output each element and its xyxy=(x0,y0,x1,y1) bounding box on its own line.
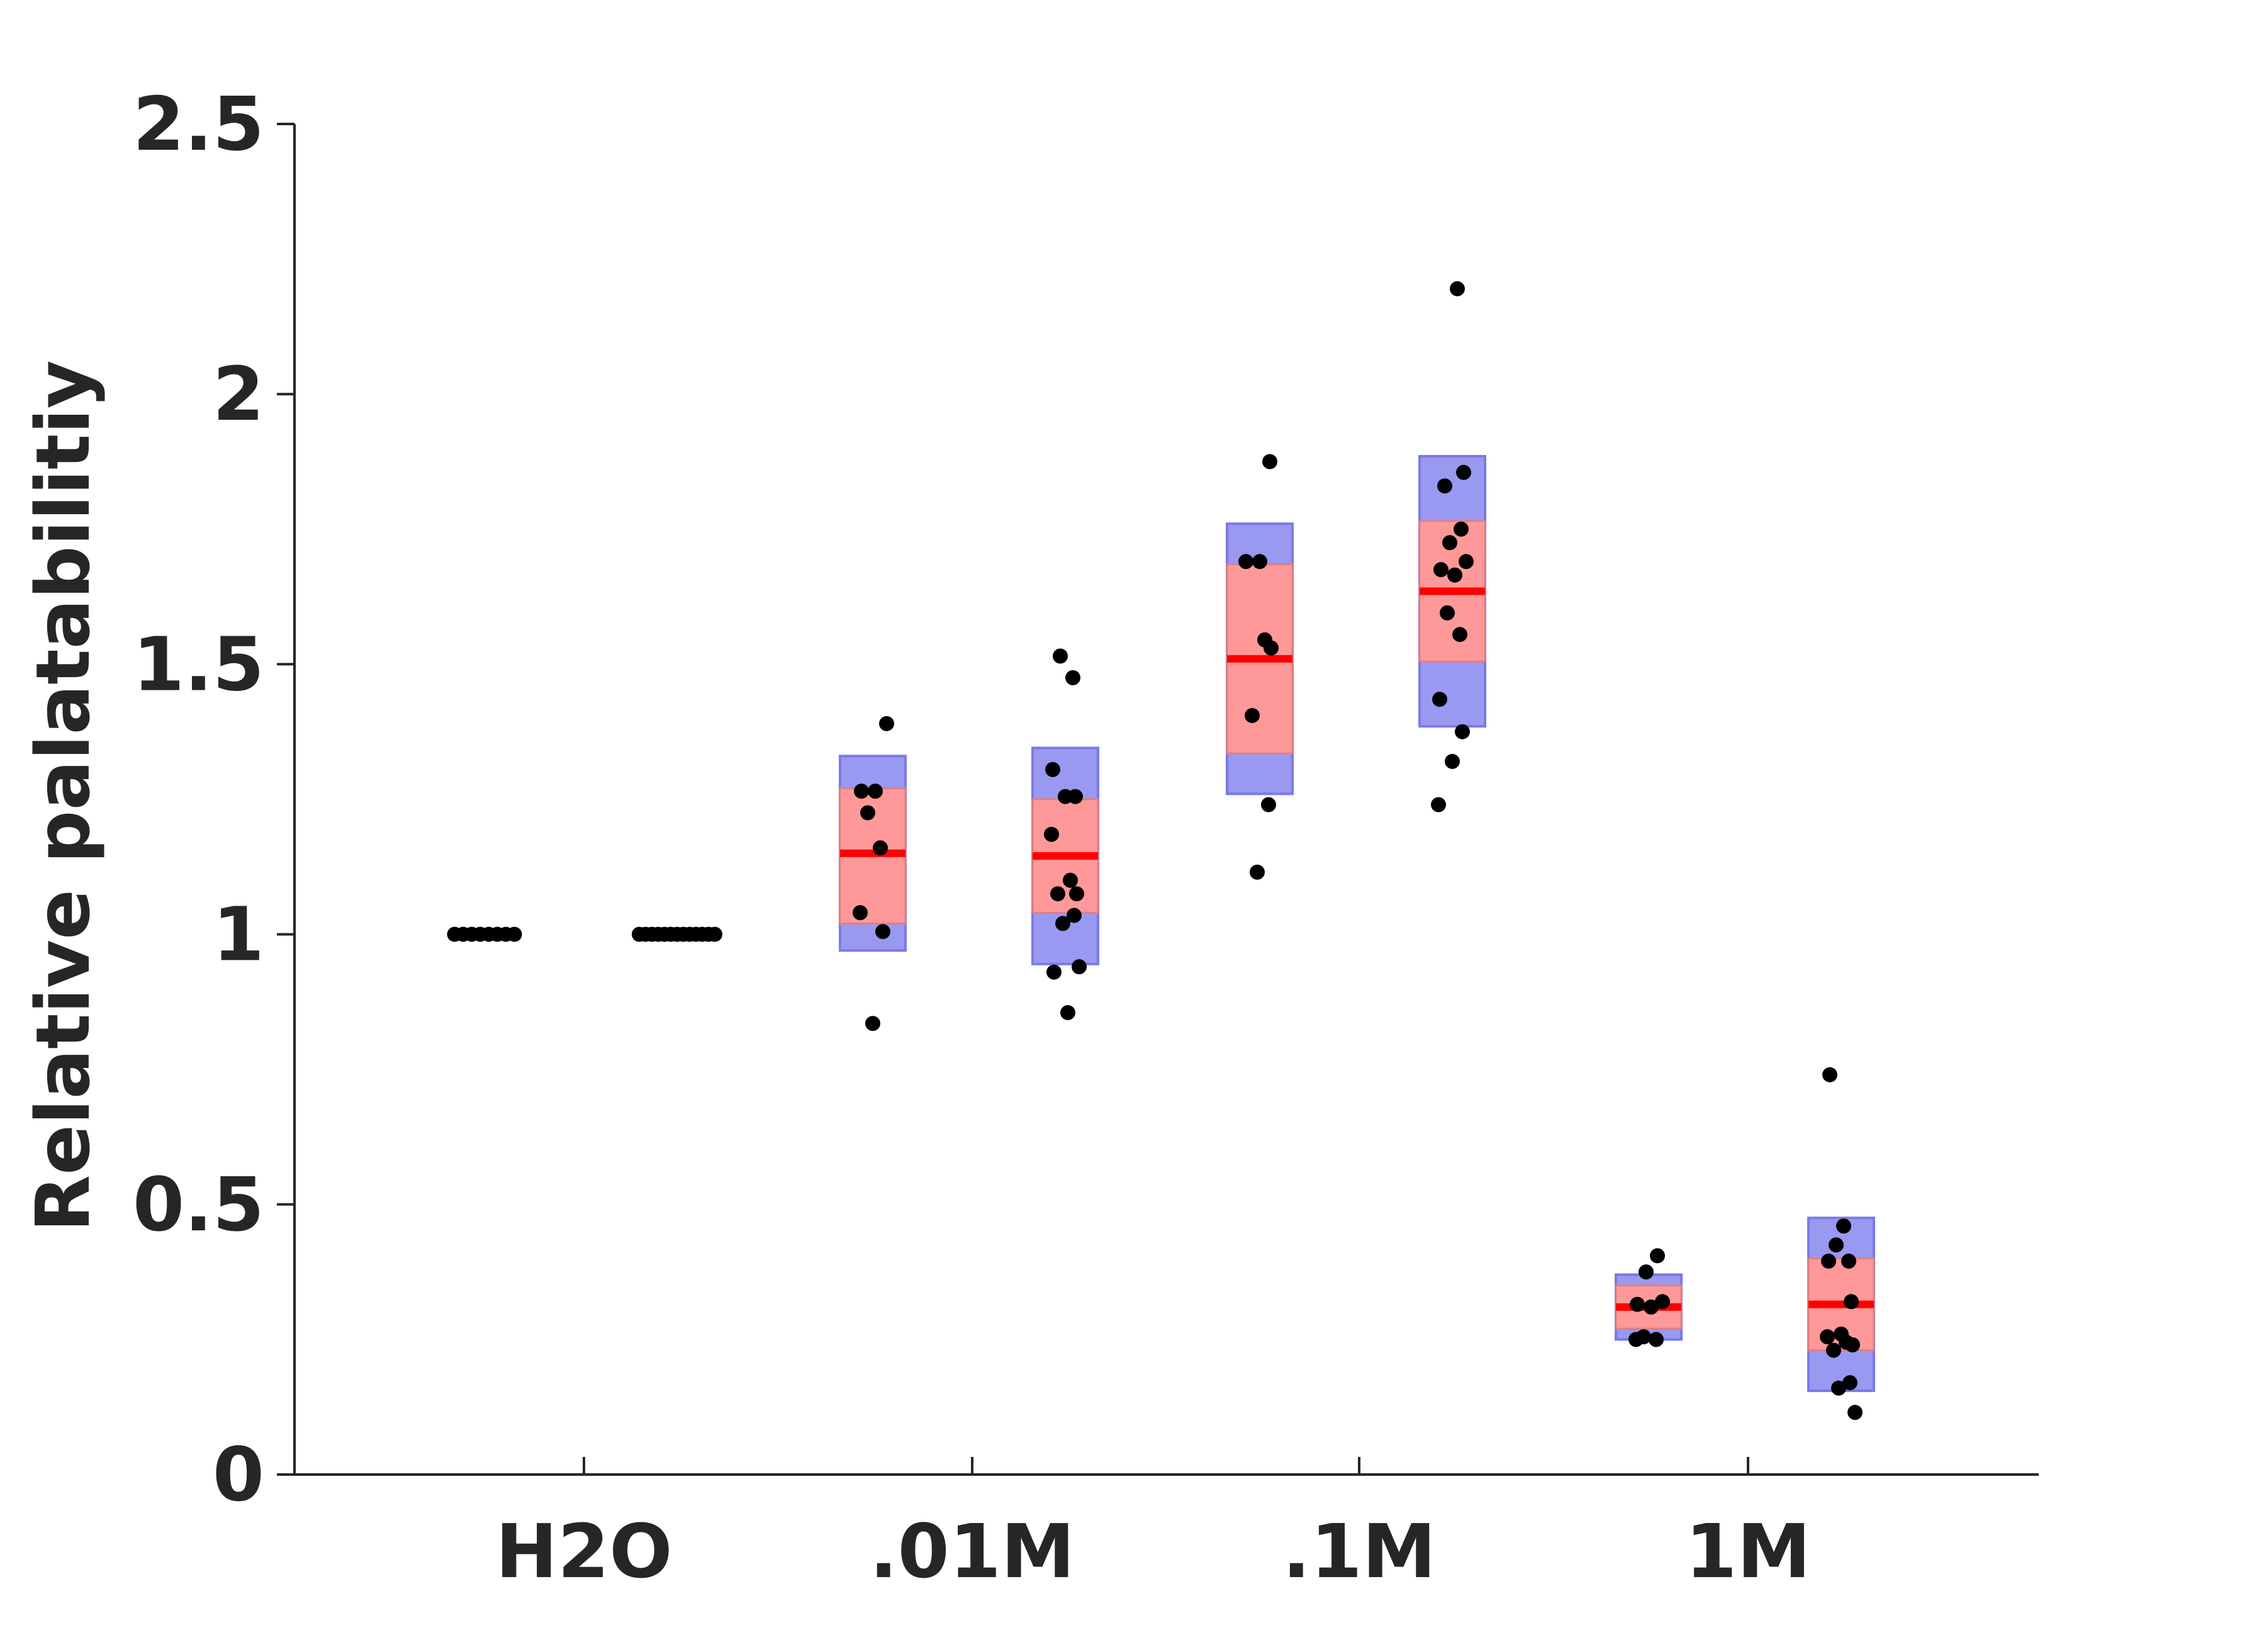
data-point xyxy=(1063,872,1078,888)
data-point xyxy=(875,924,890,940)
data-point xyxy=(1065,670,1080,685)
x-ticks: H2O .01M .1M 1M xyxy=(495,1457,1811,1595)
y-ticks: 0 0.5 1 1.5 2 2.5 xyxy=(133,81,294,1518)
data-point xyxy=(1055,916,1070,931)
data-point xyxy=(1053,648,1068,664)
data-point xyxy=(1264,640,1279,656)
axes: 0 0.5 1 1.5 2 2.5 H2O .01M .1M 1M xyxy=(133,81,2039,1595)
data-point xyxy=(1454,521,1469,537)
data-point xyxy=(1445,753,1460,769)
data-point xyxy=(1045,761,1060,777)
y-tick-label: 2 xyxy=(213,351,264,437)
data-point xyxy=(868,784,883,799)
data-point xyxy=(854,784,869,799)
data-point xyxy=(1845,1337,1860,1352)
data-point xyxy=(1072,959,1087,975)
data-point xyxy=(1822,1067,1837,1082)
data-point xyxy=(1069,886,1084,902)
data-point xyxy=(1432,692,1447,707)
x-tick-label: .1M xyxy=(1282,1508,1436,1595)
data-point xyxy=(1844,1294,1859,1310)
y-tick-label: 1.5 xyxy=(133,621,264,707)
y-tick-label: 2.5 xyxy=(133,81,264,167)
y-tick-label: 0 xyxy=(213,1431,264,1518)
data-point xyxy=(1831,1380,1846,1396)
data-point xyxy=(1650,1248,1665,1264)
data-point xyxy=(507,926,522,942)
data-point xyxy=(1431,797,1446,812)
data-point xyxy=(853,905,868,921)
data-point xyxy=(860,805,875,821)
data-point xyxy=(1437,478,1452,494)
data-point xyxy=(1821,1253,1836,1269)
data-point xyxy=(1842,1375,1858,1391)
y-tick-label: 0.5 xyxy=(133,1161,264,1248)
x-tick-label: .01M xyxy=(870,1508,1075,1595)
data-point xyxy=(1252,554,1267,570)
data-point xyxy=(1628,1332,1644,1347)
data-point xyxy=(1820,1329,1835,1345)
data-point xyxy=(865,1016,880,1031)
data-point xyxy=(1067,907,1082,923)
data-point xyxy=(1456,464,1471,480)
data-point xyxy=(1447,567,1462,583)
data-point xyxy=(1829,1237,1844,1253)
data-point xyxy=(1452,627,1467,643)
data-point xyxy=(1262,454,1277,469)
data-point xyxy=(1261,797,1276,812)
data-point xyxy=(1250,864,1265,880)
data-point xyxy=(1836,1218,1851,1234)
data-point xyxy=(1649,1332,1664,1347)
data-point xyxy=(1440,605,1455,621)
data-point xyxy=(1450,281,1465,296)
data-point xyxy=(1826,1342,1841,1358)
data-point xyxy=(707,926,722,942)
data-point xyxy=(879,716,894,731)
data-point xyxy=(1655,1294,1670,1310)
y-tick-label: 1 xyxy=(213,891,264,978)
data-point xyxy=(1238,554,1253,570)
data-point xyxy=(1455,724,1470,739)
data-point xyxy=(1847,1405,1863,1420)
data-point xyxy=(1459,554,1474,570)
data-point xyxy=(1046,964,1062,980)
data-point xyxy=(1433,562,1449,578)
data-point xyxy=(873,840,888,856)
data-point xyxy=(1644,1299,1659,1315)
plot-marks xyxy=(447,281,1875,1420)
data-point xyxy=(1050,886,1065,902)
data-point xyxy=(1060,1005,1075,1021)
x-tick-label: 1M xyxy=(1685,1508,1811,1595)
data-point xyxy=(1442,535,1457,551)
x-tick-label: H2O xyxy=(495,1508,672,1595)
data-point xyxy=(1841,1253,1856,1269)
data-point xyxy=(1639,1264,1654,1280)
data-point xyxy=(1630,1296,1645,1312)
y-axis-title: Relative palatabilitiy xyxy=(20,360,106,1232)
data-point xyxy=(1058,789,1073,804)
data-point xyxy=(1044,826,1059,842)
data-point xyxy=(1245,707,1260,723)
